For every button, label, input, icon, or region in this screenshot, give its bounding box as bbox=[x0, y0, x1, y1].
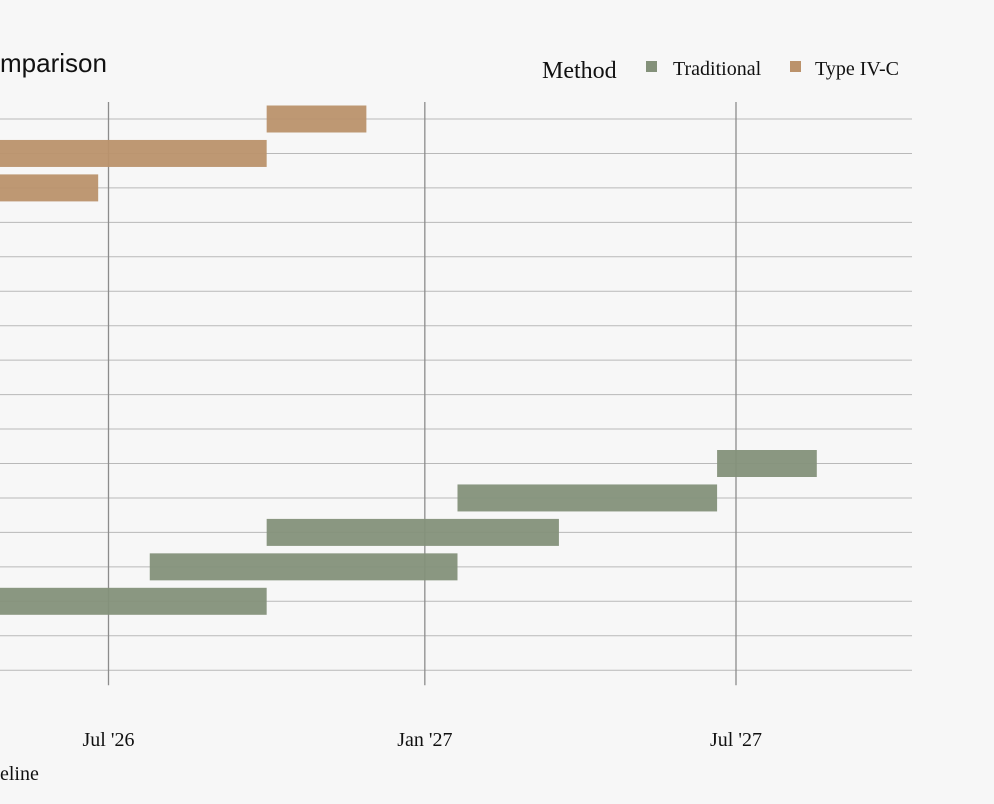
legend-label-traditional: Traditional bbox=[673, 58, 762, 80]
x-axis-label: eline bbox=[0, 763, 39, 785]
legend-label-type-iv-c: Type IV-C bbox=[815, 58, 899, 80]
x-tick-label: Jul '26 bbox=[83, 729, 135, 751]
bars bbox=[0, 105, 817, 615]
x-tick-label: Jan '27 bbox=[397, 729, 452, 751]
bar-type-iv-c-row-0 bbox=[266, 105, 367, 133]
legend-swatch-traditional bbox=[646, 61, 657, 72]
bar-type-iv-c-row-1 bbox=[0, 139, 267, 167]
chart-title: mparison bbox=[0, 48, 107, 78]
bar-type-iv-c-row-2 bbox=[0, 174, 99, 202]
x-tick-label: Jul '27 bbox=[710, 729, 762, 751]
bar-traditional-row-12 bbox=[266, 518, 559, 546]
bar-traditional-row-14 bbox=[0, 587, 267, 615]
bar-traditional-row-11 bbox=[457, 484, 718, 512]
legend-title: Method bbox=[542, 58, 617, 84]
x-tick-labels: Jul '26 Jan '27 Jul '27 bbox=[83, 729, 762, 751]
bar-traditional-row-13 bbox=[149, 553, 458, 581]
horizontal-gridlines bbox=[0, 118, 912, 671]
legend: Method Traditional Type IV-C bbox=[542, 58, 899, 84]
bar-traditional-row-10 bbox=[717, 450, 817, 477]
legend-swatch-type-iv-c bbox=[790, 61, 801, 72]
